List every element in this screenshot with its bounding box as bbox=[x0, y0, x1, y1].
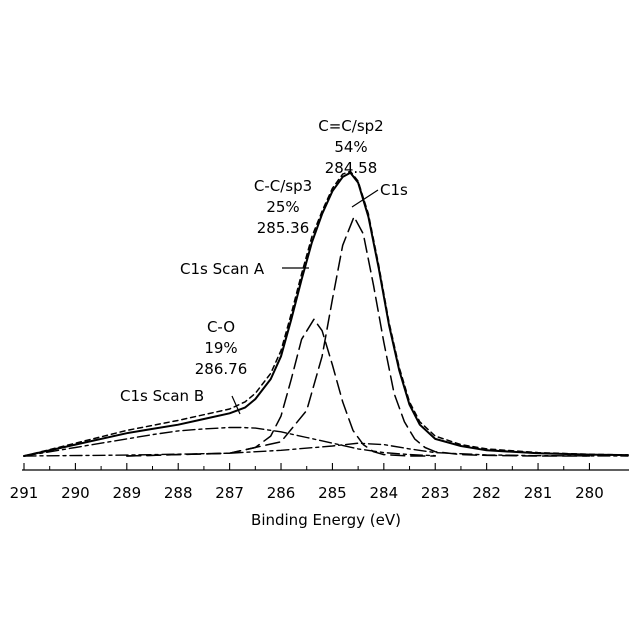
annotation-sp2-line-2: 54% bbox=[334, 138, 367, 156]
x-tick-label: 284 bbox=[370, 484, 399, 502]
annotation-scanA-line-1: C1s Scan A bbox=[180, 260, 265, 278]
annotation-sp3-line-3: 285.36 bbox=[257, 219, 310, 237]
x-tick-label: 289 bbox=[112, 484, 141, 502]
annotation-sp2-line-1: C=C/sp2 bbox=[318, 117, 383, 135]
annotation-co-line-3: 286.76 bbox=[195, 360, 248, 378]
x-axis-title: Binding Energy (eV) bbox=[251, 511, 401, 529]
annotation-sp2-line-3: 284.58 bbox=[325, 159, 378, 177]
series-line-measured bbox=[24, 171, 628, 456]
annotation-sp3-line-1: C-C/sp3 bbox=[254, 177, 312, 195]
curve-layer bbox=[24, 171, 628, 456]
x-tick-label: 282 bbox=[472, 484, 501, 502]
annotation-co-line-1: C-O bbox=[207, 318, 235, 336]
x-axis: 291 290 289 288 287 286 285 284 283 282 281 280 bbox=[10, 463, 629, 502]
x-tick-label: 285 bbox=[318, 484, 347, 502]
annotation-sp3-line-2: 25% bbox=[266, 198, 299, 216]
annotation-scanB-line-1: C1s Scan B bbox=[120, 387, 204, 405]
x-tick-label: 288 bbox=[164, 484, 193, 502]
annotation-co-line-2: 19% bbox=[204, 339, 237, 357]
annotation-c1s-line-1: C1s bbox=[380, 181, 408, 199]
x-tick-label: 290 bbox=[61, 484, 90, 502]
x-tick-label: 286 bbox=[267, 484, 296, 502]
x-tick-label: 281 bbox=[524, 484, 553, 502]
x-tick-label: 291 bbox=[10, 484, 39, 502]
x-tick-label: 287 bbox=[215, 484, 244, 502]
series-line-envelope bbox=[24, 173, 628, 456]
x-tick-label: 280 bbox=[575, 484, 604, 502]
annotation-layer: C=C/sp2 54% 284.58 C-C/sp3 25% 285.36 C-O 19% 28… bbox=[120, 117, 408, 414]
x-tick-label: 283 bbox=[421, 484, 450, 502]
